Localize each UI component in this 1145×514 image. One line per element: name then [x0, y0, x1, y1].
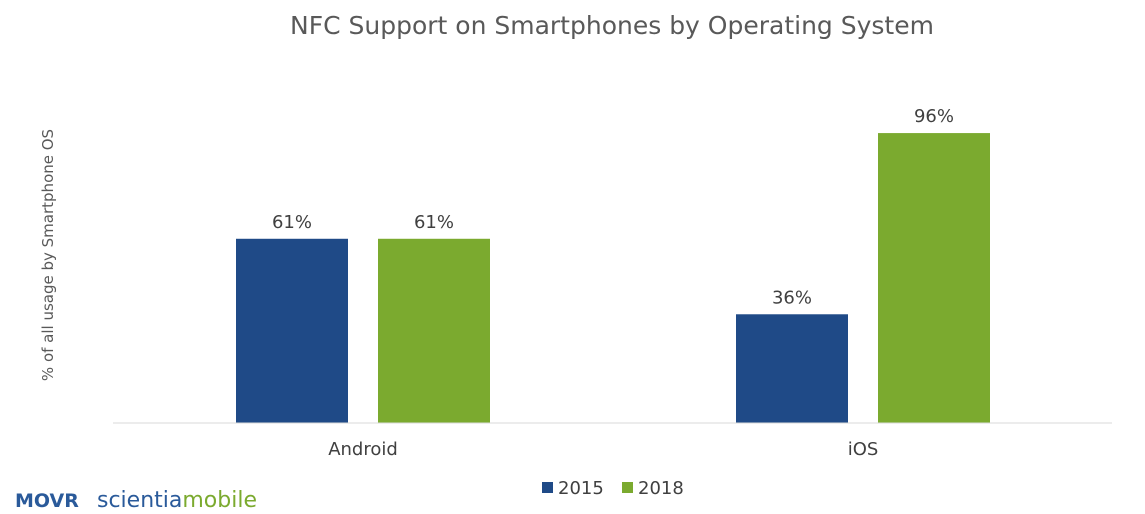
- bar-android-2018: [378, 238, 490, 423]
- data-label-android-2015: 61%: [272, 212, 312, 233]
- x-tick-ios: iOS: [848, 439, 879, 460]
- legend: 2015 2018: [542, 478, 684, 499]
- logo-scientiamobile: scientiamobile: [97, 488, 257, 513]
- x-tick-android: Android: [328, 439, 398, 460]
- logo-movr: MOVR: [15, 490, 79, 512]
- chart-title: NFC Support on Smartphones by Operating …: [290, 11, 934, 40]
- data-label-ios-2018: 96%: [914, 106, 954, 127]
- data-labels-group: 61% 61% 36% 96%: [272, 106, 954, 308]
- logo-scientia: scientia: [97, 488, 182, 513]
- logo-mobile: mobile: [182, 488, 257, 513]
- x-tick-labels-group: Android iOS: [328, 439, 878, 460]
- legend-label-2015: 2015: [558, 478, 604, 499]
- bar-ios-2018: [878, 133, 990, 423]
- bar-ios-2015: [736, 314, 848, 423]
- data-label-ios-2015: 36%: [772, 287, 812, 308]
- legend-swatch-2018: [622, 482, 633, 493]
- logo: MOVR scientiamobile: [15, 488, 257, 513]
- legend-swatch-2015: [542, 482, 553, 493]
- bars-group: [236, 133, 990, 423]
- legend-label-2018: 2018: [638, 478, 684, 499]
- y-axis-label: % of all usage by Smartphone OS: [39, 129, 57, 381]
- bar-android-2015: [236, 238, 348, 423]
- data-label-android-2018: 61%: [414, 212, 454, 233]
